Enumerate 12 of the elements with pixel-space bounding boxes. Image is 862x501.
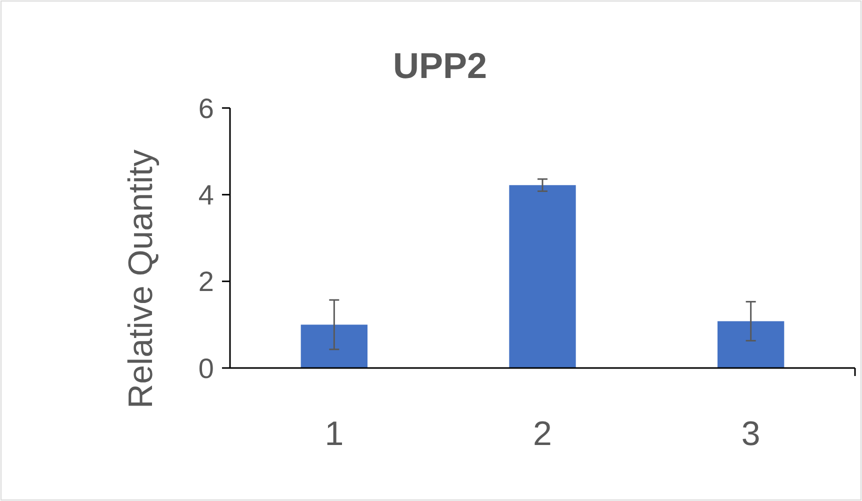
x-tick-label: 2	[533, 415, 552, 453]
y-tick-label: 0	[198, 352, 214, 384]
bar	[300, 324, 368, 368]
x-tick-label: 1	[324, 415, 344, 453]
y-tick-label: 6	[198, 92, 214, 124]
y-tick-label: 4	[198, 179, 214, 210]
y-axis-title: Relative Quantity	[122, 150, 160, 408]
bar	[509, 185, 576, 368]
y-tick-label: 2	[198, 266, 214, 298]
bar	[718, 321, 784, 368]
chart-title: UPP2	[392, 45, 488, 86]
x-tick-label: 3	[741, 415, 760, 453]
